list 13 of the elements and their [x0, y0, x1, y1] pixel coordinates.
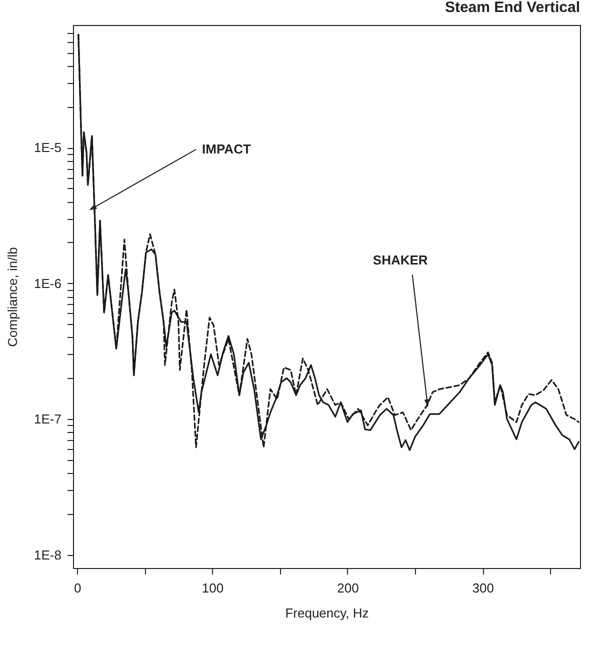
y-tick-label: 1E-7: [34, 412, 62, 427]
x-tick-label: 100: [202, 580, 224, 596]
x-tick-label: 200: [337, 580, 359, 596]
x-tick-label: 0: [74, 580, 82, 596]
y-tick-label: 1E-5: [34, 140, 62, 156]
chart-title: Steam End Vertical: [444, 0, 580, 16]
annotation: IMPACT: [202, 141, 251, 156]
y-tick-label: 1E-6: [34, 276, 62, 291]
annotation: SHAKER: [372, 252, 428, 268]
x-tick-label: 300: [472, 580, 494, 596]
y-tick-label: 1E-8: [34, 547, 62, 562]
y-axis-title: Compliance, in/lb: [5, 247, 20, 347]
x-axis-title: Frequency, Hz: [285, 606, 369, 620]
